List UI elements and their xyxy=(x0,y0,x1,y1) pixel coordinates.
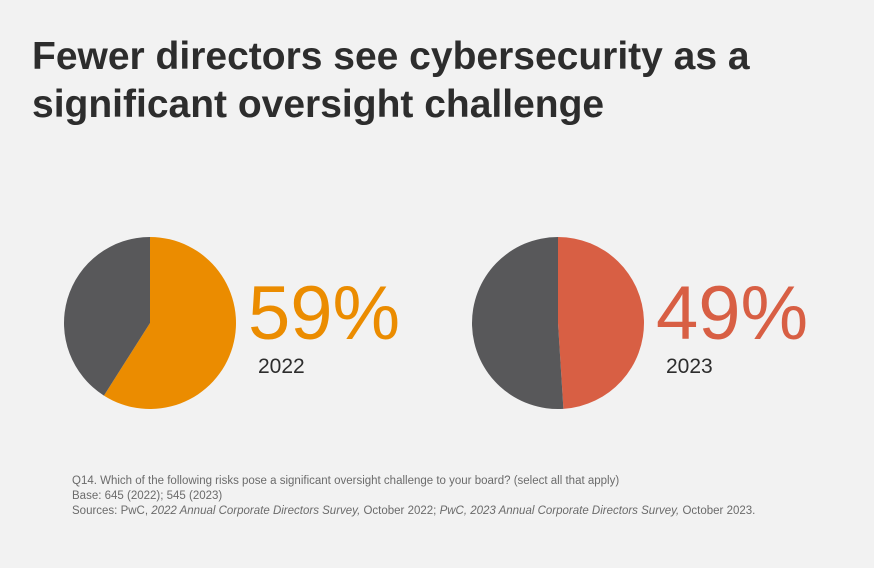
pie-2023-value-label: 49% xyxy=(656,271,809,356)
pie-2022-slice-1 xyxy=(63,237,150,396)
footnote-base: Base: 645 (2022); 545 (2023) xyxy=(72,490,223,502)
pie-2023-slice-0 xyxy=(558,237,644,409)
footnotes: Q14. Which of the following risks pose a… xyxy=(72,474,755,519)
footnote-question: Q14. Which of the following risks pose a… xyxy=(72,475,620,487)
source-2022: 2022 Annual Corporate Directors Survey, xyxy=(151,505,361,517)
footnote-sources: Sources: PwC, 2022 Annual Corporate Dire… xyxy=(72,504,755,519)
pie-2022-year-label: 2022 xyxy=(258,355,305,378)
source-2023: PwC, 2023 Annual Corporate Directors Sur… xyxy=(439,505,680,517)
pie-2022-slice-0 xyxy=(103,237,236,409)
pie-2023-slice-1 xyxy=(471,236,564,409)
pie-2023-year-label: 2023 xyxy=(666,355,713,378)
sources-mid: October 2022; xyxy=(360,505,440,517)
sources-prefix: Sources: PwC, xyxy=(72,505,152,517)
chart-title: Fewer directors see cybersecurity as a s… xyxy=(32,35,750,126)
pie-2022-value-label: 59% xyxy=(248,271,401,356)
sources-suffix: October 2023. xyxy=(679,505,756,517)
